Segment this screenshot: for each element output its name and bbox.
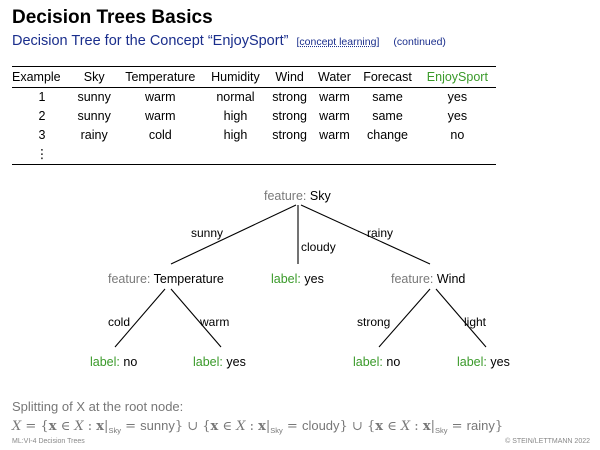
temperature-feature-name: Temperature <box>153 272 224 286</box>
table-cell: normal <box>216 90 255 104</box>
cloudy-leaf-value: yes <box>304 272 324 286</box>
table-cell <box>116 145 205 165</box>
table-cell <box>418 145 496 165</box>
formula-sub: Sky <box>270 426 283 435</box>
leaf-value: yes <box>226 355 246 369</box>
formula-cloudy: cloudy <box>301 418 340 433</box>
label-prefix: label: <box>457 355 487 369</box>
formula-sunny: sunny <box>140 418 175 433</box>
col-sky: Sky <box>72 66 117 88</box>
continued-note: (continued) <box>393 36 446 48</box>
root-feature-name: Sky <box>309 189 331 203</box>
table-cell: sunny <box>77 90 111 104</box>
node-cloudy-leaf: label: yes <box>271 272 324 286</box>
formula-sub: Sky <box>108 426 121 435</box>
leaf-value: no <box>123 355 138 369</box>
table-cell <box>72 145 117 165</box>
col-wind: Wind <box>266 66 313 88</box>
edge-label-rainy: rainy <box>367 226 394 240</box>
split-formula: X = {x ∈ X : x|Sky = sunny} ∪ {x ∈ X : x… <box>12 418 504 435</box>
leaf-warm: label: yes <box>193 355 246 369</box>
leaf-value: yes <box>490 355 510 369</box>
table-header-row: Example Sky Temperature Humidity Wind Wa… <box>12 66 496 88</box>
edge-line-warm <box>170 288 222 348</box>
table-cell: yes <box>447 109 468 123</box>
table-cell: no <box>450 128 465 142</box>
edge-line-cold <box>114 288 166 348</box>
col-enjoysport: EnjoySport <box>418 66 496 88</box>
table-cell: same <box>372 90 403 104</box>
table-cell: high <box>223 128 248 142</box>
table-row: 2 sunny warm high strong warm same yes <box>12 107 496 126</box>
root-node-sky: feature: Sky <box>264 189 331 203</box>
col-forecast: Forecast <box>356 66 419 88</box>
examples-table: Example Sky Temperature Humidity Wind Wa… <box>12 66 496 165</box>
edge-label-cloudy: cloudy <box>301 240 336 254</box>
table-row: 3 rainy cold high strong warm change no <box>12 126 496 145</box>
edge-label-strong: strong <box>357 315 391 329</box>
edge-line-rainy <box>300 204 431 265</box>
table-cell: warm <box>145 90 176 104</box>
edge-line-strong <box>378 288 431 348</box>
table-cell: change <box>367 128 409 142</box>
slide-title: Decision Trees Basics <box>12 7 213 28</box>
table-row: 1 sunny warm normal strong warm same yes <box>12 88 496 108</box>
table-cell: sunny <box>77 109 111 123</box>
table-cell: rainy <box>80 128 108 142</box>
table-cell: 3 <box>38 128 46 142</box>
table-cell: 1 <box>38 90 46 104</box>
split-caption: Splitting of X at the root node: <box>12 399 184 414</box>
formula-rainy: rainy <box>466 418 495 433</box>
label-prefix: label: <box>353 355 383 369</box>
feature-prefix: feature: <box>391 272 434 286</box>
node-temperature: feature: Temperature <box>108 272 224 286</box>
table-cell: 2 <box>38 109 46 123</box>
table-cell: yes <box>447 90 468 104</box>
table-row: ⋮ <box>12 145 496 165</box>
footer-right: © STEIN/LETTMANN 2022 <box>505 438 590 445</box>
wind-feature-name: Wind <box>436 272 466 286</box>
leaf-cold: label: no <box>90 355 137 369</box>
table-cell: high <box>223 109 248 123</box>
leaf-strong: label: no <box>353 355 400 369</box>
table-cell: same <box>372 109 403 123</box>
table-cell: warm <box>319 109 350 123</box>
label-prefix: label: <box>193 355 223 369</box>
table-cell: warm <box>145 109 176 123</box>
col-water: Water <box>312 66 357 88</box>
formula-sub: Sky <box>434 426 448 435</box>
table-cell: strong <box>272 128 307 142</box>
footer-left: ML:VI-4 Decision Trees <box>12 438 85 445</box>
leaf-light: label: yes <box>457 355 510 369</box>
feature-prefix: feature: <box>264 189 307 203</box>
label-prefix: label: <box>271 272 301 286</box>
subtitle-text: Decision Tree for the Concept “EnjoySpor… <box>12 33 289 49</box>
table-cell <box>204 145 267 165</box>
table-cell: cold <box>148 128 172 142</box>
table-cell <box>312 145 357 165</box>
concept-learning-link[interactable]: [concept learning] <box>296 36 380 48</box>
table-cell-ellipsis: ⋮ <box>12 145 73 165</box>
table-cell: warm <box>319 128 350 142</box>
edge-label-sunny: sunny <box>191 226 224 240</box>
table-cell: warm <box>319 90 350 104</box>
node-wind: feature: Wind <box>391 272 465 286</box>
edge-line-sunny <box>170 204 297 265</box>
col-example: Example <box>12 66 73 88</box>
edge-label-cold: cold <box>108 315 131 329</box>
table-cell <box>266 145 313 165</box>
edge-line-light <box>435 288 487 348</box>
leaf-value: no <box>386 355 401 369</box>
decision-tree-edges <box>114 204 487 348</box>
edge-label-light: light <box>464 315 487 329</box>
slide-subtitle: Decision Tree for the Concept “EnjoySpor… <box>12 33 446 49</box>
col-temperature: Temperature <box>116 66 205 88</box>
feature-prefix: feature: <box>108 272 151 286</box>
edge-label-warm: warm <box>200 315 230 329</box>
col-humidity: Humidity <box>204 66 267 88</box>
label-prefix: label: <box>90 355 120 369</box>
table-cell: strong <box>272 90 307 104</box>
table-cell: strong <box>272 109 307 123</box>
table-cell <box>356 145 419 165</box>
